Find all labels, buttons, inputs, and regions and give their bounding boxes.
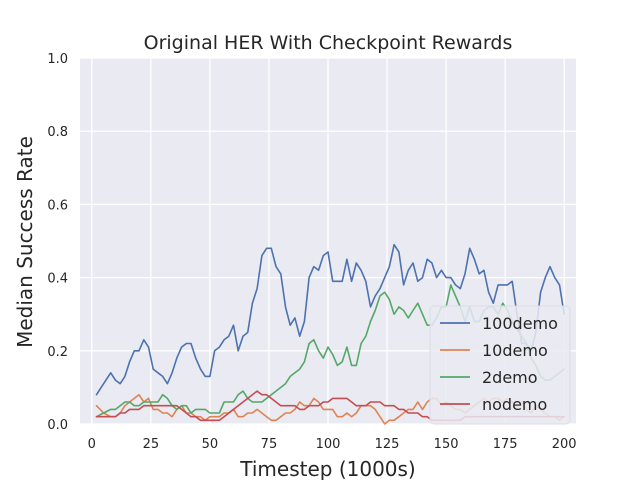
y-axis-label: Median Success Rate bbox=[13, 136, 37, 348]
tick-labels: 0 25 50 75 100 125 150 175 200 0.0 0.2 0.4 0.6 0.8 1.0 bbox=[47, 52, 576, 452]
y-tick-label: 0.6 bbox=[47, 198, 68, 213]
x-tick-label: 175 bbox=[493, 437, 518, 452]
y-tick-label: 0.8 bbox=[47, 125, 68, 140]
x-tick-label: 25 bbox=[143, 437, 160, 452]
legend-label-10demo: 10demo bbox=[482, 341, 548, 360]
x-tick-label: 50 bbox=[202, 437, 219, 452]
x-tick-label: 0 bbox=[88, 437, 96, 452]
legend-box bbox=[429, 305, 571, 425]
x-tick-label: 100 bbox=[316, 437, 341, 452]
series-line-100demo bbox=[95, 243, 566, 396]
legend-label-100demo: 100demo bbox=[482, 314, 558, 333]
y-tick-label: 1.0 bbox=[47, 52, 68, 67]
legend-label-2demo: 2demo bbox=[482, 368, 538, 387]
x-tick-label: 200 bbox=[552, 437, 577, 452]
legend: 100demo 10demo 2demo nodemo bbox=[429, 305, 571, 425]
x-tick-label: 125 bbox=[375, 437, 400, 452]
x-tick-label: 150 bbox=[434, 437, 459, 452]
legend-label-nodemo: nodemo bbox=[482, 395, 547, 414]
x-axis-label: Timestep (1000s) bbox=[239, 457, 416, 480]
chart-title: Original HER With Checkpoint Rewards bbox=[144, 32, 513, 54]
y-tick-label: 0.4 bbox=[47, 272, 68, 287]
y-tick-label: 0.0 bbox=[47, 418, 68, 433]
x-tick-label: 75 bbox=[261, 437, 278, 452]
y-tick-label: 0.2 bbox=[47, 345, 68, 360]
